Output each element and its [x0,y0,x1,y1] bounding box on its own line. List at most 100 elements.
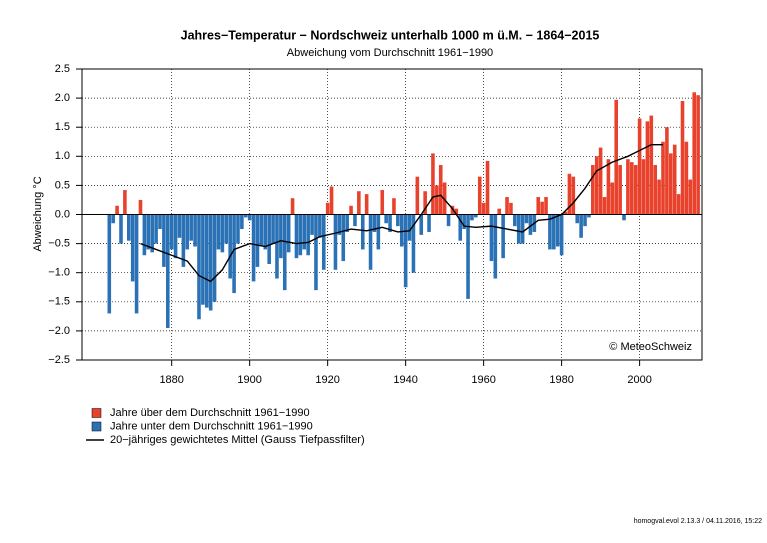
bar [431,153,435,215]
footer: homogval.evol 2.13.3 / 04.11.2016, 15:22 [634,518,762,525]
bar [181,214,186,267]
bar [216,214,221,250]
bar [380,190,385,215]
bar [450,205,455,215]
bar [142,214,147,256]
smoothed-line [140,143,664,283]
bar [267,214,271,264]
bar [126,214,131,241]
bar [403,214,408,288]
bar [594,156,599,215]
bar [524,214,529,224]
bar [477,176,482,215]
bar [462,214,466,230]
bar [466,214,470,299]
bar [688,179,693,215]
bar [458,214,463,241]
bar [415,176,420,215]
bar [306,214,310,256]
bar [263,214,268,250]
bar [115,205,119,215]
bar [618,165,622,215]
bar [645,121,650,215]
bar [513,214,517,227]
bar [684,141,689,215]
bar [653,165,658,215]
bar [173,214,178,259]
bar [454,208,459,215]
bar [419,214,424,235]
bar [345,214,349,232]
bar [696,95,700,215]
x-tick-label: 1900 [237,374,261,386]
bar [392,198,396,215]
bar [150,214,154,253]
bar [376,214,381,250]
x-tick-label: 1940 [393,374,417,386]
bar [353,214,357,227]
bar [255,214,260,267]
copyright: © MeteoSchweiz [609,341,692,353]
bar [676,194,681,215]
bar [259,214,264,247]
bar [598,147,603,215]
bar [275,214,279,279]
bar [364,194,369,215]
bar [321,214,326,270]
bar [318,214,322,238]
bar [302,214,307,250]
bar [138,199,143,215]
bar [243,214,248,218]
bar [185,214,190,250]
bar [672,144,677,215]
y-tick-label: 1.5 [55,121,70,133]
legend-label: Jahre unter dem Durchschnitt 1961−1990 [110,420,313,432]
y-tick-label: −1.0 [48,267,70,279]
bar [606,159,611,215]
bar [669,153,673,215]
bar [201,214,205,305]
bar [130,214,135,282]
chart-title: Jahres−Temperatur − Nordschweiz unterhal… [181,28,600,42]
y-tick-label: −2.0 [48,325,70,337]
bar [189,214,193,241]
bar [435,185,439,215]
bar [516,214,521,244]
bar [610,182,615,215]
bar [310,214,314,235]
bar [470,214,474,221]
chart-subtitle: Abweichung vom Durchschnitt 1961−1990 [287,47,493,59]
bar [204,214,209,308]
bar [107,214,112,314]
bar [563,211,568,215]
bar [661,141,665,215]
bar [399,214,404,247]
bar [197,214,201,320]
bar [633,165,638,215]
y-tick-label: −2.5 [48,354,70,366]
bar [641,159,646,215]
bar [271,214,275,244]
bar [286,214,291,253]
bar [240,214,244,230]
bar [146,214,151,250]
y-tick-label: 2.0 [55,92,70,104]
bar [236,214,240,244]
bar [587,214,591,218]
bar [407,214,412,241]
bar [423,191,427,215]
x-tick-label: 1880 [159,374,183,386]
bar [474,214,478,218]
bar [158,214,162,230]
bar [540,201,544,215]
legend-label: Jahre über dem Durchschnitt 1961−1990 [110,407,310,419]
bar [220,214,225,253]
bar [314,214,318,291]
bar [341,214,346,262]
bar [622,214,626,221]
bar [165,214,170,328]
bar [154,214,158,244]
bar [325,202,330,215]
bar [630,162,634,215]
bar [520,214,525,244]
